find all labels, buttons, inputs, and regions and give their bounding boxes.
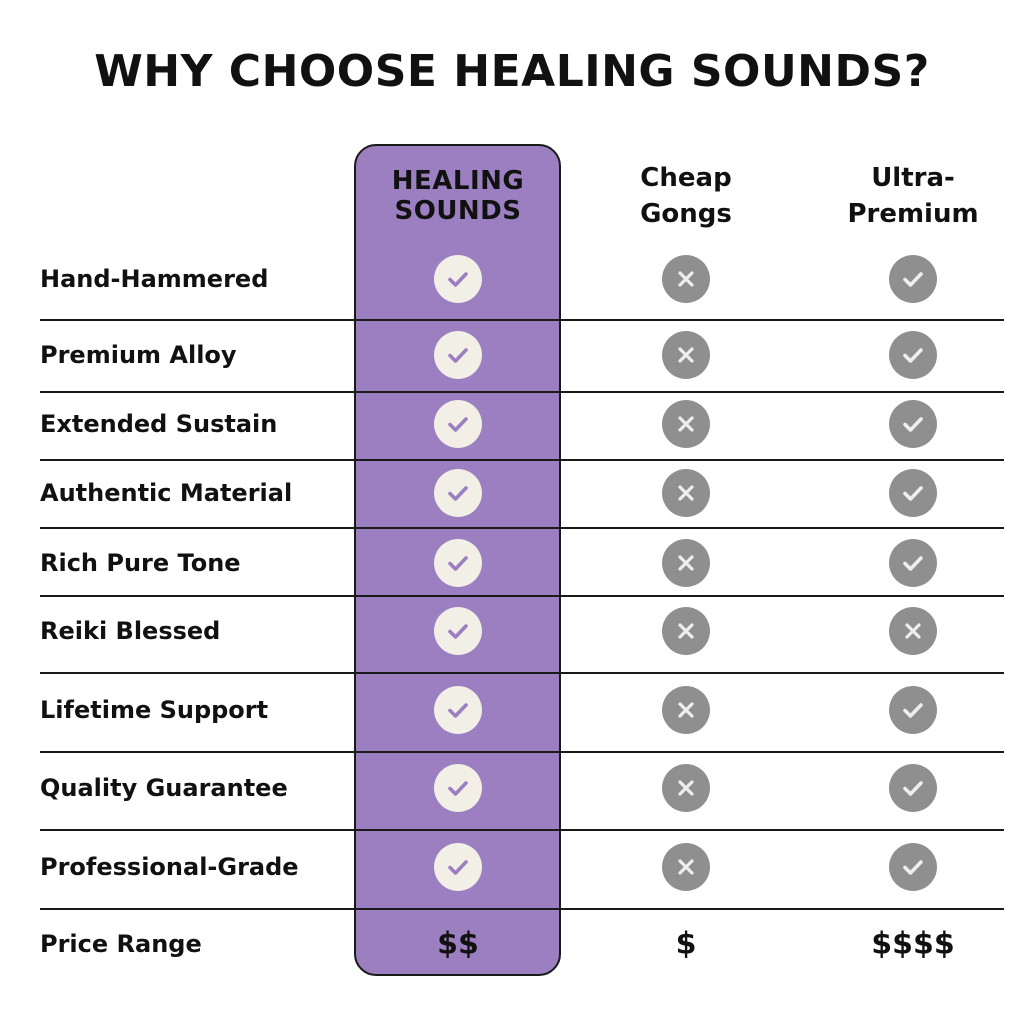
x-icon [662,539,710,587]
row-label: Premium Alloy [40,341,237,369]
row-divider [40,459,1004,461]
row-label: Rich Pure Tone [40,549,241,577]
check-icon [889,539,937,587]
x-icon [662,255,710,303]
x-icon [662,400,710,448]
x-icon [662,686,710,734]
column-header-line: Gongs [640,199,732,229]
check-icon [434,331,482,379]
x-icon [662,764,710,812]
row-divider [40,391,1004,393]
row-divider [40,751,1004,753]
row-label: Price Range [40,930,202,958]
check-icon [889,331,937,379]
row-label: Quality Guarantee [40,774,288,802]
row-divider [40,908,1004,910]
row-label: Hand-Hammered [40,265,269,293]
row-label: Professional-Grade [40,853,299,881]
x-icon [662,331,710,379]
row-divider [40,595,1004,597]
row-label: Reiki Blessed [40,617,221,645]
x-icon [889,607,937,655]
check-icon [434,686,482,734]
column-header-line: Cheap [640,163,732,193]
check-icon [889,255,937,303]
check-icon [889,400,937,448]
x-icon [662,469,710,517]
row-label: Authentic Material [40,479,293,507]
column-header-healing-sounds: HEALING SOUNDS [348,166,568,226]
row-divider [40,829,1004,831]
check-icon [434,764,482,812]
row-divider [40,672,1004,674]
check-icon [434,400,482,448]
column-header-line: Ultra- [871,163,955,193]
check-icon [434,255,482,303]
row-label: Extended Sustain [40,410,278,438]
check-icon [889,843,937,891]
check-icon [889,469,937,517]
column-header-line: SOUNDS [394,196,522,226]
x-icon [662,843,710,891]
check-icon [889,764,937,812]
page-title: WHY CHOOSE HEALING SOUNDS? [94,46,930,97]
price-value: $$$$ [871,926,955,962]
row-divider [40,319,1004,321]
column-header-line: HEALING [391,166,525,196]
check-icon [434,539,482,587]
row-divider [40,527,1004,529]
check-icon [434,843,482,891]
column-header-cheap-gongs: Cheap Gongs [576,160,796,232]
price-value: $ [675,926,697,962]
column-header-line: Premium [847,199,979,229]
price-value: $$ [437,926,479,962]
check-icon [889,686,937,734]
x-icon [662,607,710,655]
check-icon [434,607,482,655]
column-header-ultra-premium: Ultra- Premium [803,160,1023,232]
row-label: Lifetime Support [40,696,269,724]
check-icon [434,469,482,517]
